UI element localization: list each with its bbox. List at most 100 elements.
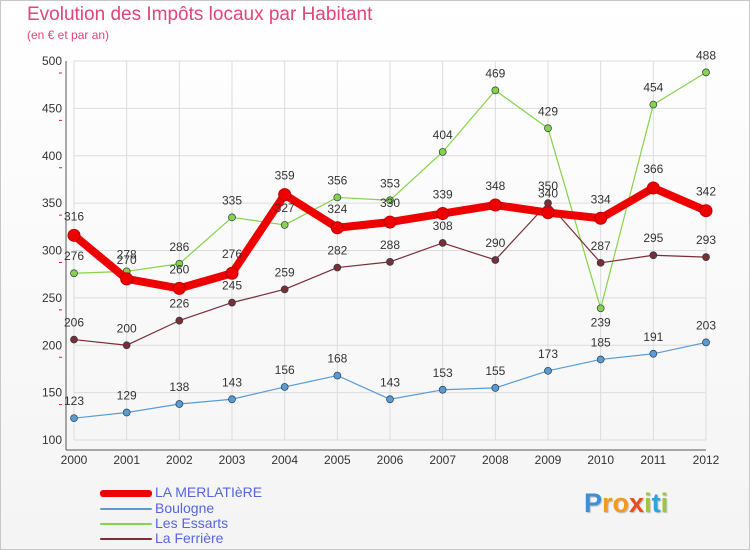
data-point-boulogne (649, 349, 658, 358)
data-point-la-ferri-re (70, 335, 78, 344)
data-point-boulogne (70, 414, 78, 423)
data-label-boulogne: 168 (327, 352, 347, 366)
data-label-la-ferri-re: 259 (275, 265, 295, 279)
data-point-les-essarts (438, 148, 447, 156)
x-tick-label: 2007 (429, 453, 456, 467)
data-point-la-ferri-re (702, 253, 710, 261)
data-label-boulogne: 138 (169, 380, 189, 394)
data-point-la-merlati-re (541, 206, 555, 220)
data-point-la-merlati-re (278, 188, 292, 202)
data-point-les-essarts (491, 86, 500, 95)
data-label-les-essarts: 286 (169, 240, 189, 254)
data-label-la-merlati-re: 340 (538, 187, 558, 201)
logo-letter: i (644, 488, 652, 518)
data-label-les-essarts: 353 (380, 176, 400, 190)
data-point-les-essarts (333, 193, 342, 202)
data-point-la-merlati-re (67, 228, 81, 242)
data-label-la-ferri-re: 293 (696, 233, 716, 247)
x-tick-label: 2005 (324, 453, 351, 467)
y-tick-label: 250 (42, 291, 62, 305)
data-label-les-essarts: 356 (327, 173, 347, 187)
logo-letter: r (602, 488, 613, 518)
data-point-la-ferri-re (122, 341, 131, 350)
data-label-les-essarts: 278 (117, 247, 137, 261)
data-label-les-essarts: 335 (222, 193, 242, 207)
x-tick-label: 2006 (377, 453, 404, 467)
data-label-boulogne: 153 (433, 366, 453, 380)
data-point-boulogne (702, 338, 710, 347)
data-label-la-merlati-re: 366 (643, 162, 663, 176)
x-tick-label: 2010 (587, 453, 614, 467)
data-label-la-ferri-re: 290 (485, 236, 505, 250)
data-label-boulogne: 173 (538, 347, 558, 361)
data-label-la-ferri-re: 245 (222, 279, 242, 293)
y-tick-label: 450 (42, 101, 62, 115)
data-label-les-essarts: 404 (433, 128, 453, 142)
chart-title: Evolution des Impôts locaux par Habitant (27, 4, 373, 25)
data-labels: 123 129 138 143 156 168 143 153 155 173 185 191 203 2… (64, 48, 716, 408)
series-layer (67, 68, 713, 423)
logo-letter: P (584, 488, 603, 518)
data-label-les-essarts: 454 (643, 81, 663, 95)
data-point-les-essarts (175, 259, 184, 268)
data-label-boulogne: 156 (275, 363, 295, 377)
data-label-la-merlati-re: 330 (380, 196, 400, 210)
y-tick-label: 150 (42, 386, 62, 400)
chart-subtitle: (en € et par an) (27, 28, 110, 42)
data-point-les-essarts (649, 100, 658, 109)
y-tick-label: 350 (42, 196, 62, 210)
y-tick-label: 500 (42, 54, 62, 68)
data-point-la-merlati-re (594, 211, 608, 225)
data-point-boulogne (333, 371, 342, 380)
data-label-la-ferri-re: 295 (643, 231, 663, 245)
y-tick-label: 200 (42, 338, 62, 352)
data-point-boulogne (438, 385, 447, 394)
data-point-la-merlati-re (172, 281, 186, 295)
data-label-les-essarts: 429 (538, 104, 558, 118)
x-tick-label: 2012 (693, 453, 720, 467)
data-point-boulogne (175, 400, 184, 408)
data-label-les-essarts: 327 (275, 201, 295, 215)
data-point-la-ferri-re (491, 256, 500, 264)
logo-letter: o (612, 488, 630, 518)
data-point-la-ferri-re (649, 251, 658, 260)
x-tick-label: 2009 (535, 453, 562, 467)
data-label-la-merlati-re: 276 (222, 247, 242, 261)
x-tick-label: 2004 (271, 453, 298, 467)
data-label-la-ferri-re: 282 (327, 244, 347, 258)
data-point-la-ferri-re (175, 316, 184, 325)
data-point-boulogne (596, 355, 605, 364)
y-tick-label: 400 (42, 149, 62, 163)
data-point-les-essarts (280, 221, 289, 229)
legend-label: Les Essarts (155, 515, 229, 531)
proxiti-logo: Proxiti (584, 488, 668, 519)
data-label-les-essarts: 239 (591, 315, 611, 329)
logo-letter: x (629, 488, 645, 518)
data-point-la-ferri-re (596, 258, 605, 267)
data-label-la-merlati-re: 316 (64, 209, 84, 223)
data-point-boulogne (491, 384, 500, 392)
data-point-la-ferri-re (386, 258, 394, 266)
x-tick-label: 2000 (61, 453, 88, 467)
data-point-boulogne (122, 408, 131, 417)
data-point-la-ferri-re (228, 298, 236, 307)
data-label-la-ferri-re: 288 (380, 238, 400, 252)
data-label-la-ferri-re: 308 (433, 219, 453, 233)
data-point-les-essarts (70, 269, 78, 278)
x-tick-label: 2002 (166, 453, 193, 467)
legend-swatch (100, 508, 152, 510)
data-label-boulogne: 203 (696, 318, 716, 332)
data-label-boulogne: 185 (591, 335, 611, 349)
data-point-les-essarts (386, 196, 394, 205)
data-point-boulogne (544, 366, 552, 375)
x-tick-label: 2011 (640, 453, 666, 467)
data-label-les-essarts: 276 (64, 249, 84, 263)
data-point-la-merlati-re (330, 221, 344, 235)
data-label-boulogne: 143 (222, 375, 242, 389)
legend-swatch (100, 490, 152, 497)
data-point-la-merlati-re (383, 215, 397, 229)
data-label-la-merlati-re: 260 (169, 262, 189, 276)
data-label-boulogne: 129 (117, 389, 137, 403)
data-point-la-merlati-re (225, 266, 239, 280)
